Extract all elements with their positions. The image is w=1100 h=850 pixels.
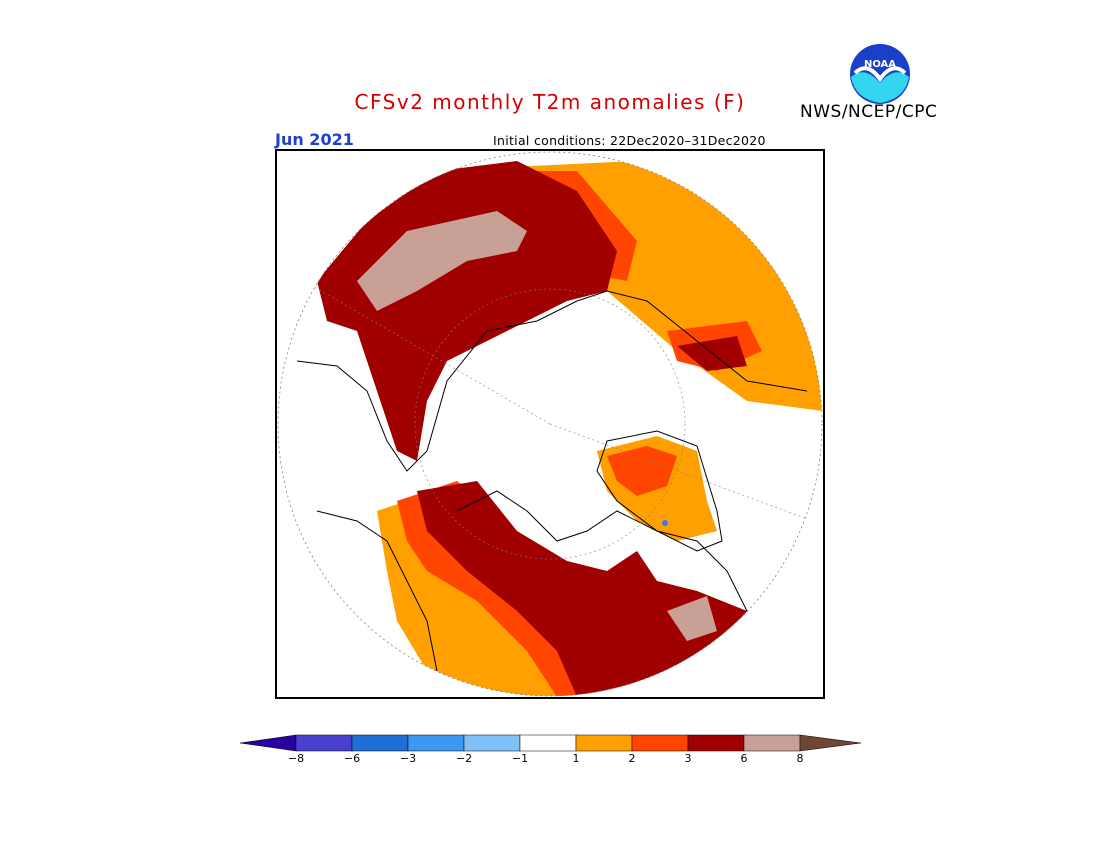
coastline-greenland bbox=[596, 430, 723, 552]
colorbar-box bbox=[687, 734, 745, 752]
anomaly-region-canada-darkred bbox=[417, 481, 747, 696]
colorbar-box bbox=[351, 734, 409, 752]
agency-label: NWS/NCEP/CPC bbox=[800, 102, 938, 122]
coastline-eurasia bbox=[296, 290, 808, 472]
colorbar-tick-label: 1 bbox=[572, 752, 580, 765]
valid-month-label: Jun 2021 bbox=[275, 130, 354, 149]
anomaly-region-siberia-darkred bbox=[317, 161, 617, 461]
graticule-meridian-1 bbox=[286, 270, 551, 425]
colorbar bbox=[239, 734, 862, 752]
graticule-lat-circle bbox=[414, 288, 686, 560]
noaa-logo: NOAA bbox=[850, 44, 910, 104]
colorbar-left-arrow bbox=[239, 734, 297, 752]
graticule-meridian-2 bbox=[549, 423, 814, 522]
noaa-logo-text: NOAA bbox=[864, 59, 896, 70]
map-disc-edge bbox=[277, 151, 823, 697]
colorbar-tick-label: −8 bbox=[287, 752, 305, 765]
colorbar-box bbox=[407, 734, 465, 752]
colorbar-box bbox=[463, 734, 521, 752]
cold-anomaly-marker bbox=[662, 520, 668, 526]
colorbar-tick-label: 2 bbox=[628, 752, 636, 765]
polar-map-panel bbox=[275, 149, 825, 699]
polar-map bbox=[277, 151, 823, 697]
map-title: CFSv2 monthly T2m anomalies (F) bbox=[354, 90, 746, 114]
colorbar-tick-label: 3 bbox=[684, 752, 692, 765]
colorbar-tick-label: −6 bbox=[343, 752, 361, 765]
colorbar-tick-label: −1 bbox=[511, 752, 529, 765]
anomaly-region-siberia-tan bbox=[357, 211, 527, 311]
colorbar-tick-label: −3 bbox=[399, 752, 417, 765]
colorbar-box bbox=[575, 734, 633, 752]
colorbar-box bbox=[631, 734, 689, 752]
initial-conditions-label: Initial conditions: 22Dec2020–31Dec2020 bbox=[493, 133, 766, 148]
colorbar-tick-label: 8 bbox=[796, 752, 804, 765]
coastline-north-america bbox=[316, 490, 748, 672]
colorbar-right-arrow bbox=[799, 734, 862, 752]
anomaly-region-hudson-tan bbox=[667, 596, 717, 641]
colorbar-tick-label: −2 bbox=[455, 752, 473, 765]
colorbar-box bbox=[743, 734, 801, 752]
colorbar-box bbox=[519, 734, 577, 752]
anomaly-region-greenland-orangered bbox=[607, 446, 677, 496]
colorbar-box bbox=[295, 734, 353, 752]
colorbar-tick-label: 6 bbox=[740, 752, 748, 765]
